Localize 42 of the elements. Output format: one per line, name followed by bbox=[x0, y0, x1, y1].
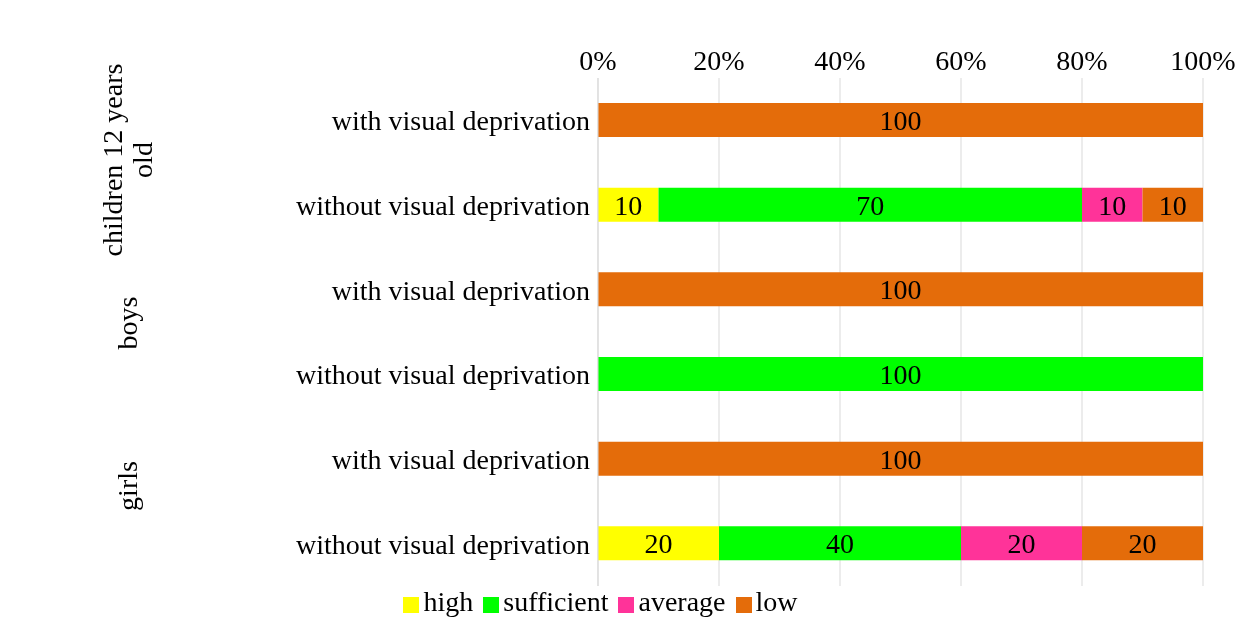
y-tick-label: without visual deprivation bbox=[296, 189, 590, 221]
x-tick-label: 40% bbox=[814, 45, 866, 76]
data-label: 70 bbox=[856, 189, 885, 221]
data-label: 100 bbox=[879, 443, 922, 475]
data-label: 20 bbox=[1007, 528, 1036, 560]
text: girls bbox=[112, 460, 143, 514]
x-tick-label: 60% bbox=[935, 45, 987, 76]
x-tick-label: 100% bbox=[1170, 45, 1236, 76]
data-label: 20 bbox=[644, 528, 673, 560]
data-label: 10 bbox=[1098, 189, 1127, 221]
x-tick-label: 20% bbox=[693, 45, 745, 76]
y-tick-label: without visual deprivation bbox=[296, 359, 590, 391]
y-tick-label: without visual deprivation bbox=[296, 528, 590, 560]
data-label: 40 bbox=[826, 528, 854, 560]
bar bbox=[1082, 526, 1203, 561]
bar bbox=[598, 272, 1203, 307]
y-tick-label: with visual deprivation bbox=[331, 274, 590, 306]
y-tick-label: with visual deprivation bbox=[331, 105, 590, 137]
data-label: 100 bbox=[879, 358, 922, 390]
bar bbox=[598, 187, 659, 222]
text: boys bbox=[112, 296, 143, 350]
legend-label: high bbox=[423, 586, 474, 617]
bar bbox=[719, 526, 961, 561]
data-label: 100 bbox=[879, 274, 922, 306]
bar bbox=[1082, 187, 1143, 222]
x-tick-label: 0% bbox=[579, 45, 617, 76]
data-label: 100 bbox=[879, 104, 922, 136]
data-label: 10 bbox=[1158, 189, 1187, 221]
bar bbox=[598, 357, 1203, 391]
bar bbox=[658, 187, 1082, 222]
x-tick-label: 80% bbox=[1056, 45, 1108, 76]
legend-label: sufficient bbox=[503, 586, 609, 617]
bar bbox=[961, 526, 1082, 561]
legend-label: average bbox=[638, 586, 726, 617]
text: children 12 years old bbox=[97, 62, 158, 259]
bar bbox=[598, 441, 1203, 476]
bar bbox=[598, 103, 1203, 137]
data-label: 10 bbox=[614, 189, 643, 221]
y-tick-label: with visual deprivation bbox=[331, 443, 590, 475]
data-label: 20 bbox=[1128, 528, 1157, 560]
legend-label: low bbox=[755, 586, 798, 617]
bar bbox=[598, 526, 719, 561]
